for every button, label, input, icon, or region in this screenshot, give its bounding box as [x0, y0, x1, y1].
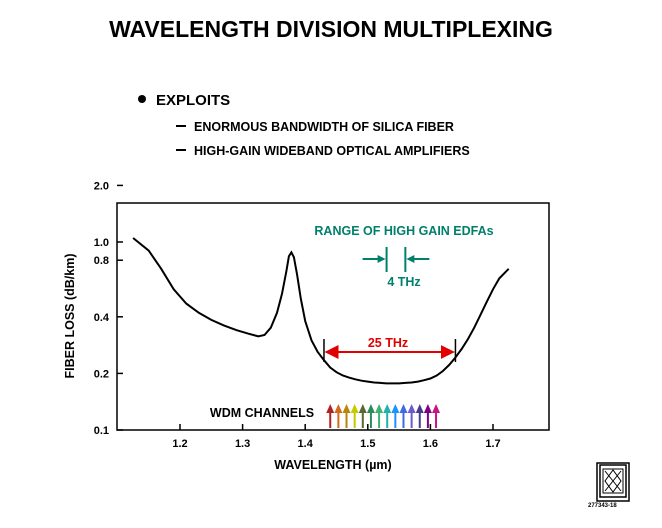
wdm-channel-arrow [350, 404, 359, 428]
x-tick-label: 1.4 [298, 438, 314, 450]
dash-icon [176, 125, 186, 127]
wdm-channel-arrow [407, 404, 416, 428]
x-tick-label: 1.5 [360, 438, 375, 450]
x-axis-label: WAVELENGTH (µm) [274, 458, 391, 472]
wdm-channel-arrow [415, 404, 424, 428]
y-tick-label: 1.0 [94, 237, 109, 249]
sub-bullet-amplifiers: HIGH-GAIN WIDEBAND OPTICAL AMPLIFIERS [176, 144, 470, 158]
wdm-channel-arrow [423, 404, 432, 428]
bullet-exploits-label: EXPLOITS [156, 92, 231, 109]
wdm-channel-arrow [375, 404, 384, 428]
wdm-channel-arrow [326, 404, 335, 428]
y-tick-label: 2.0 [94, 180, 109, 192]
edfa-range-label: RANGE OF HIGH GAIN EDFAs [314, 224, 493, 238]
wdm-channel-arrow [334, 404, 343, 428]
y-tick-label: 0.8 [94, 255, 109, 267]
seal-logo-icon [596, 462, 630, 502]
sub-bullet-bandwidth-label: ENORMOUS BANDWIDTH OF SILICA FIBER [194, 120, 454, 134]
band-width-label: 25 THz [368, 336, 408, 350]
wdm-channel-arrow [391, 404, 400, 428]
edfa-right-arrowhead [406, 255, 415, 263]
wdm-channel-arrow [399, 404, 408, 428]
dash-icon [176, 149, 186, 151]
y-tick-label: 0.1 [94, 425, 109, 437]
x-tick-label: 1.2 [172, 438, 187, 450]
edfa-left-arrowhead [377, 255, 386, 263]
sub-bullet-bandwidth: ENORMOUS BANDWIDTH OF SILICA FIBER [176, 120, 454, 134]
y-axis-label: FIBER LOSS (dB/km) [63, 253, 77, 378]
x-tick-label: 1.3 [235, 438, 250, 450]
x-tick-label: 1.6 [423, 438, 438, 450]
y-axis: 0.1 0.2 0.4 0.8 1.0 2.0 [94, 180, 123, 437]
bullet-exploits: EXPLOITS [138, 92, 230, 109]
wdm-channel-arrow [383, 404, 392, 428]
wdm-channel-arrow [358, 404, 367, 428]
fiber-loss-curve [132, 237, 510, 385]
edfa-width-label: 4 THz [387, 275, 420, 289]
edfa-range-markers [362, 247, 430, 272]
y-tick-label: 0.2 [94, 368, 109, 380]
sub-bullet-amplifiers-label: HIGH-GAIN WIDEBAND OPTICAL AMPLIFIERS [194, 144, 470, 158]
wdm-channel-arrows [326, 404, 441, 428]
logo-code: 277343-18 [588, 503, 617, 509]
x-axis: 1.2 1.3 1.4 1.5 1.6 1.7 [172, 424, 501, 450]
page-title: WAVELENGTH DIVISION MULTIPLEXING [109, 16, 553, 42]
x-tick-label: 1.7 [485, 438, 500, 450]
wdm-channel-arrow [342, 404, 351, 428]
band-range-markers [323, 339, 457, 362]
wdm-channel-arrow [366, 404, 375, 428]
bullet-dot-icon [138, 95, 146, 103]
y-tick-label: 0.4 [94, 312, 110, 324]
wdm-channel-arrow [432, 404, 441, 428]
wdm-channels-label: WDM CHANNELS [210, 406, 314, 420]
